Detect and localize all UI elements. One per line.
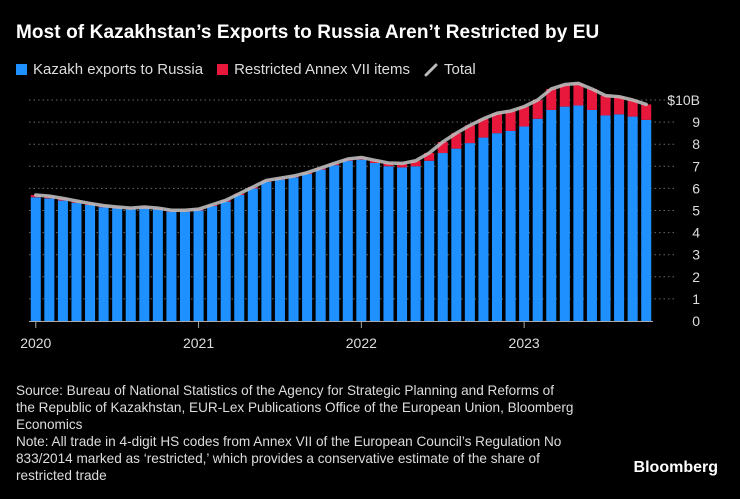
bar-restricted [491, 113, 503, 134]
legend-label-total: Total [444, 61, 476, 78]
bar-restricted [546, 88, 557, 110]
bar-exports [274, 179, 285, 321]
bar-exports [139, 208, 150, 321]
bar-exports [152, 209, 163, 321]
y-tick-label: 9 [692, 114, 700, 130]
bloomberg-logo: Bloomberg [633, 459, 718, 476]
y-tick-label: 8 [692, 136, 700, 152]
bar-restricted [573, 83, 584, 106]
bar-exports [85, 204, 96, 321]
bar-exports [586, 109, 597, 321]
bar-exports [519, 126, 530, 322]
bar-exports [112, 208, 123, 321]
legend-label-restricted: Restricted Annex VII items [234, 61, 410, 78]
bar-exports [179, 211, 191, 321]
y-tick-label: 3 [692, 247, 700, 263]
bar-exports [329, 165, 340, 321]
bar-exports [437, 153, 448, 321]
total-line [34, 81, 648, 213]
bar-exports [57, 200, 68, 321]
bar-exports [30, 197, 41, 321]
bar-exports [207, 206, 218, 321]
bar-exports [247, 188, 258, 321]
bar-restricted [614, 96, 625, 115]
bar-exports [44, 198, 55, 321]
bar-restricted [478, 118, 489, 138]
method-note: Note: All trade in 4-digit HS codes from… [16, 434, 562, 483]
bar-exports [166, 211, 177, 321]
bar-exports [478, 137, 489, 321]
bar-restricted [532, 100, 543, 119]
legend-item-exports: Kazakh exports to Russia [16, 61, 203, 78]
bar-restricted [600, 95, 611, 116]
bar-exports [573, 105, 584, 322]
y-tick-label: 4 [692, 225, 700, 241]
chart-title: Most of Kazakhstan’s Exports to Russia A… [16, 22, 600, 43]
bar-exports [369, 162, 380, 321]
bar-exports [559, 106, 570, 321]
bar-exports [410, 166, 421, 321]
bar-exports [315, 169, 326, 321]
source-note: Source: Bureau of National Statistics of… [16, 383, 574, 432]
bar-exports [220, 201, 231, 321]
bar-exports [193, 210, 204, 321]
y-tick-label: 0 [692, 313, 700, 329]
bar-restricted [397, 163, 408, 168]
bar-exports [464, 143, 475, 321]
bar-exports [397, 167, 408, 321]
legend: Kazakh exports to Russia Restricted Anne… [16, 61, 490, 78]
x-tick-label: 2021 [183, 335, 214, 351]
legend-item-total: Total [424, 61, 476, 78]
legend-swatch-total [424, 63, 438, 76]
legend-swatch-exports [16, 64, 27, 75]
bar-restricted [586, 88, 597, 110]
y-tick-label: 7 [692, 158, 700, 174]
y-tick-label: 1 [692, 291, 700, 307]
bar-restricted [641, 104, 652, 120]
bar-exports [491, 133, 503, 321]
bar-exports [288, 177, 299, 321]
bar-exports [261, 181, 272, 321]
bar-restricted [627, 100, 638, 117]
bar-restricted [505, 111, 516, 131]
y-tick-label: 2 [692, 269, 700, 285]
bar-exports [546, 109, 557, 321]
bar-exports [532, 118, 543, 321]
bar-exports [614, 114, 625, 322]
x-tick-label: 2020 [20, 335, 51, 351]
bar-exports [71, 202, 82, 321]
bar-restricted [424, 153, 435, 161]
bar-exports [98, 207, 109, 321]
bar-exports [342, 160, 353, 321]
bar-restricted [559, 84, 570, 107]
bar-restricted [519, 106, 530, 127]
y-tick-label: 6 [692, 180, 700, 196]
bar-exports [600, 115, 611, 321]
bar-exports [302, 174, 313, 321]
legend-item-restricted: Restricted Annex VII items [217, 61, 410, 78]
y-tick-label: $10B [667, 92, 700, 108]
x-tick-label: 2022 [346, 335, 377, 351]
footnotes: Source: Bureau of National Statistics of… [16, 382, 576, 484]
bar-exports [641, 119, 652, 321]
y-tick-label: 5 [692, 203, 700, 219]
legend-swatch-restricted [217, 64, 229, 75]
bar-exports [505, 130, 516, 321]
bar-restricted [451, 133, 462, 149]
bar-exports [356, 159, 367, 321]
bar-exports [234, 195, 245, 321]
bar-exports [451, 148, 462, 321]
bar-restricted [410, 160, 421, 167]
x-tick-label: 2023 [509, 335, 540, 351]
bar-exports [627, 116, 638, 321]
legend-label-exports: Kazakh exports to Russia [33, 61, 204, 78]
bar-exports [424, 160, 435, 321]
bar-exports [125, 209, 136, 321]
bar-restricted [437, 141, 448, 154]
bar-exports [383, 166, 394, 321]
bar-restricted [464, 125, 475, 144]
